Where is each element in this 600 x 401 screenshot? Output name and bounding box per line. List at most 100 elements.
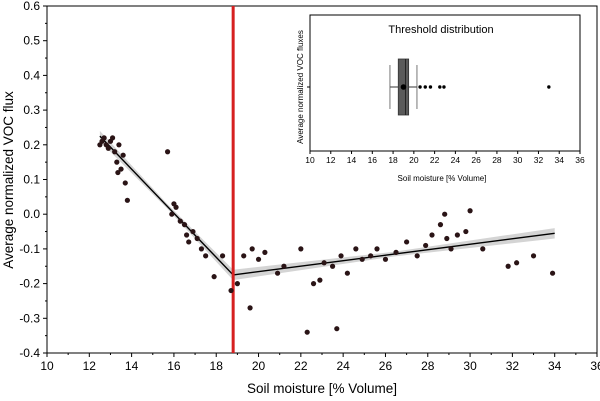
data-point (444, 235, 450, 242)
data-point (114, 159, 120, 165)
x-tick-label: 20 (252, 359, 266, 373)
data-point (124, 197, 130, 203)
data-point (329, 263, 336, 269)
data-point (414, 253, 420, 259)
data-point (480, 246, 486, 252)
inset-outlier (418, 85, 422, 89)
data-point (393, 249, 399, 255)
data-point (463, 228, 469, 235)
data-point (186, 239, 192, 245)
y-tick-label: -0.2 (19, 277, 40, 291)
data-point (169, 211, 175, 217)
inset-x-tick-label: 36 (575, 155, 585, 165)
data-point (112, 149, 118, 155)
y-tick-label: 0.1 (23, 173, 40, 187)
data-point (368, 253, 374, 259)
x-tick-label: 34 (548, 359, 562, 373)
inset-x-tick-label: 12 (326, 155, 336, 165)
x-tick-label: 36 (590, 359, 600, 373)
data-point (310, 281, 317, 287)
x-tick-label: 28 (421, 359, 435, 373)
x-tick-label: 30 (463, 359, 477, 373)
inset-boxplot (389, 58, 551, 116)
y-tick-label: 0.3 (23, 103, 40, 117)
main-axis-ticks: 10 12 14 16 18 20 22 24 26 28 30 32 34 36 -0.4 -0.3 -0.2… (19, 0, 600, 373)
y-tick-label: 0.5 (23, 34, 40, 48)
data-point (184, 232, 190, 238)
data-point (198, 246, 205, 252)
x-axis-title: Soil moisture [% Volume] (247, 381, 397, 396)
data-point (454, 232, 460, 238)
inset-x-tick-label: 10 (305, 155, 315, 165)
inset-outlier (442, 85, 446, 89)
inset-x-axis-title: Soil moisture [% Volume] (398, 174, 487, 183)
data-point (448, 246, 454, 252)
data-point (382, 256, 389, 262)
x-tick-label: 16 (167, 359, 181, 373)
data-point (105, 145, 111, 151)
x-tick-label: 32 (506, 359, 520, 373)
data-point (359, 256, 365, 262)
data-point (374, 246, 380, 252)
data-point (247, 305, 253, 311)
y-tick-label: -0.4 (19, 346, 40, 360)
data-point (353, 246, 359, 252)
x-tick-label: 22 (294, 359, 308, 373)
data-point (211, 274, 217, 280)
y-tick-label: -0.3 (19, 311, 40, 325)
data-point (234, 281, 240, 287)
data-point (115, 169, 121, 176)
data-point (437, 222, 444, 228)
x-tick-label: 10 (40, 359, 54, 373)
data-point (177, 218, 183, 224)
inset-x-tick-label: 30 (513, 155, 523, 165)
data-point (255, 256, 262, 262)
x-tick-label: 26 (379, 359, 393, 373)
inset-x-tick-label: 34 (554, 155, 564, 165)
data-point (404, 239, 410, 245)
inset-x-tick-label: 24 (451, 155, 461, 165)
data-point (249, 246, 255, 252)
fit-line (233, 232, 555, 276)
x-tick-label: 12 (83, 359, 97, 373)
data-point (181, 222, 188, 228)
inset-x-tick-label: 28 (492, 155, 502, 165)
data-point (274, 270, 281, 276)
data-point (317, 277, 323, 283)
data-point (173, 204, 179, 210)
data-point (203, 253, 209, 259)
y-tick-label: 0.2 (23, 138, 40, 152)
data-point (241, 253, 247, 259)
data-point (122, 180, 128, 186)
inset-x-tick-label: 20 (409, 155, 419, 165)
data-point (120, 152, 126, 158)
data-point (549, 270, 556, 276)
data-point (423, 242, 429, 249)
data-point (505, 263, 511, 269)
data-point (338, 253, 344, 259)
data-point (514, 260, 520, 266)
y-axis-title: Average normalized VOC flux (1, 91, 16, 269)
inset-axis-ticks: 10 12 14 16 18 20 22 24 26 28 30 32 34 36 (305, 86, 585, 165)
y-tick-label: 0.4 (23, 68, 40, 82)
y-tick-label: -0.1 (19, 242, 40, 256)
inset-x-tick-label: 26 (471, 155, 481, 165)
data-point (101, 135, 107, 141)
main-fit-lines (99, 130, 555, 281)
data-point (344, 270, 350, 276)
data-point (118, 166, 124, 172)
inset-frame (309, 14, 581, 152)
inset-x-tick-label: 32 (534, 155, 544, 165)
data-point (467, 208, 473, 214)
data-point (334, 326, 340, 332)
x-tick-label: 18 (210, 359, 224, 373)
data-point (298, 246, 304, 252)
data-point (304, 329, 310, 335)
inset-x-tick-label: 22 (430, 155, 440, 165)
data-point (219, 253, 226, 259)
inset-outlier (547, 85, 551, 89)
data-point (190, 228, 196, 235)
inset-title: Threshold distribution (388, 24, 493, 36)
data-point (429, 232, 435, 238)
